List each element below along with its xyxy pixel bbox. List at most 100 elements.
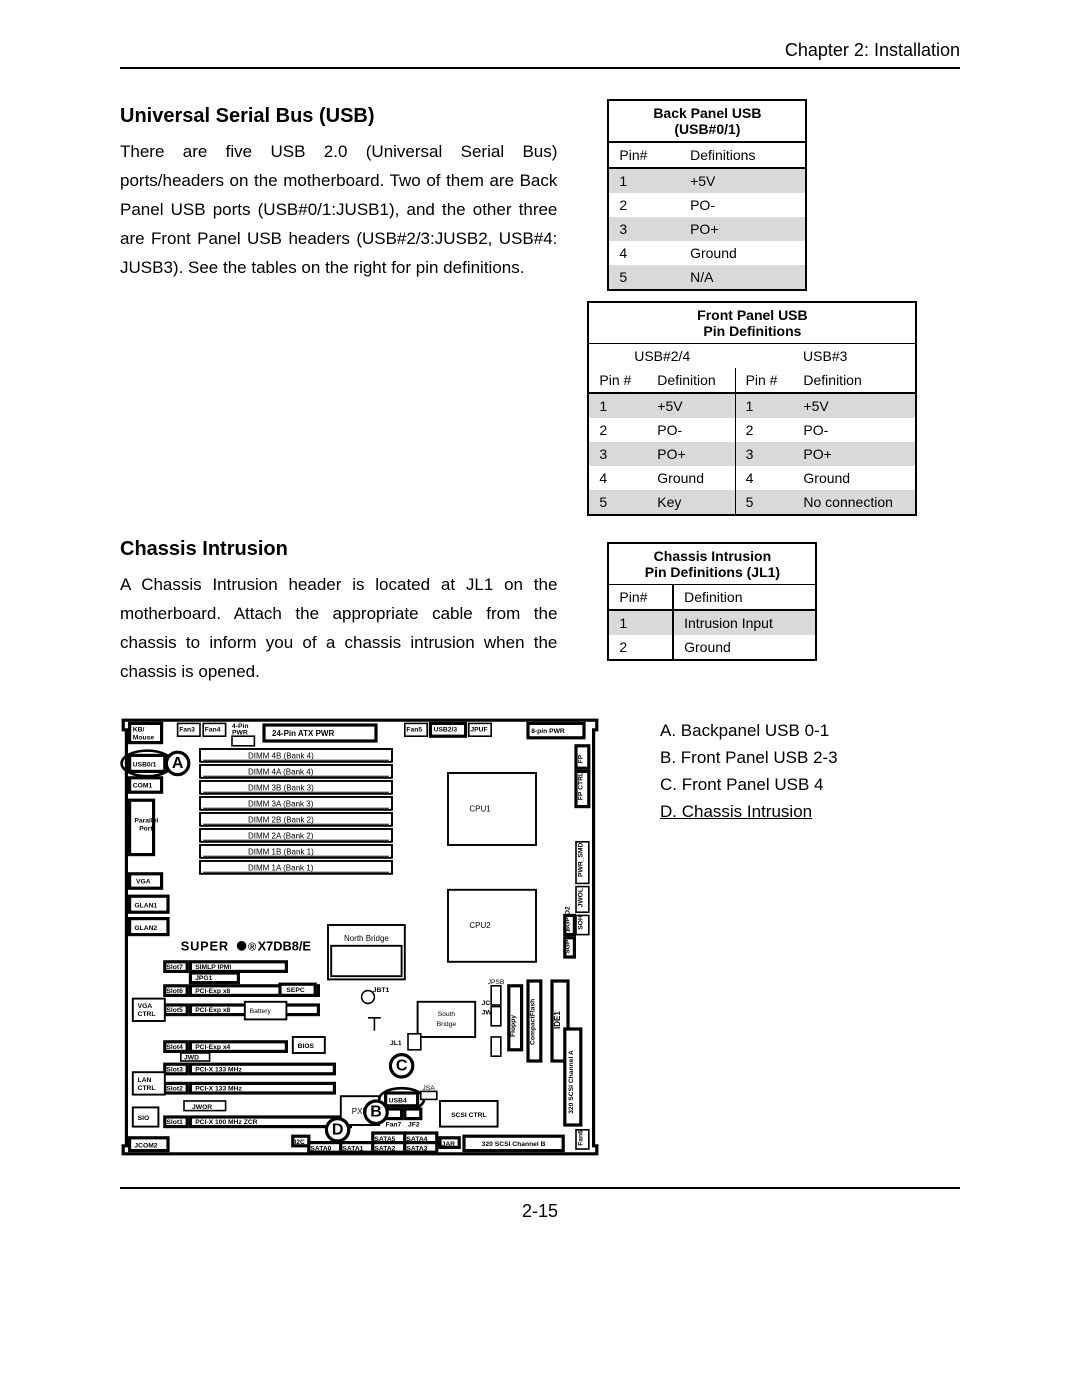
svg-text:Bridge: Bridge — [437, 1020, 457, 1027]
svg-text:DIMM 1B (Bank 1): DIMM 1B (Bank 1) — [248, 847, 314, 856]
svg-text:Slot4: Slot4 — [166, 1044, 183, 1051]
table-cell: PO+ — [647, 442, 735, 466]
svg-text:SUPER: SUPER — [181, 938, 229, 953]
usb-tables-col: Back Panel USB (USB#0/1) Pin# Definition… — [587, 99, 960, 526]
table-cell: 4 — [588, 466, 647, 490]
table-cell: 3 — [735, 442, 793, 466]
bottom-rule — [120, 1187, 960, 1189]
front-sub-left: USB#2/4 — [588, 344, 735, 369]
svg-text:Slot7: Slot7 — [166, 964, 183, 971]
svg-text:DIMM 3B (Bank 3): DIMM 3B (Bank 3) — [248, 783, 314, 792]
svg-text:USB0/1: USB0/1 — [133, 761, 157, 768]
usb-section: Universal Serial Bus (USB) There are fiv… — [120, 99, 960, 526]
svg-text:SOH: SOH — [577, 915, 584, 930]
svg-text:SATA1: SATA1 — [342, 1145, 363, 1152]
svg-text:SEPC: SEPC — [286, 987, 304, 994]
svg-text:VGA: VGA — [138, 1003, 153, 1010]
table-cell: PO+ — [793, 442, 916, 466]
svg-text:JSA: JSA — [422, 1084, 435, 1091]
svg-text:Parallel: Parallel — [134, 817, 158, 824]
svg-text:JWD: JWD — [184, 1054, 199, 1061]
table-cell: +5V — [793, 393, 916, 418]
table-cell: 3 — [588, 442, 647, 466]
svg-text:JPSB: JPSB — [488, 979, 505, 986]
usb-body: There are five USB 2.0 (Universal Serial… — [120, 138, 557, 282]
svg-text:PCI-Exp x4: PCI-Exp x4 — [195, 1044, 230, 1051]
svg-text:JL1: JL1 — [390, 1040, 402, 1047]
svg-text:IDE1: IDE1 — [553, 1010, 562, 1028]
svg-text:320 SCSI Channel B: 320 SCSI Channel B — [482, 1140, 546, 1147]
table-cell: 5 — [608, 265, 680, 290]
svg-text:JPG1: JPG1 — [195, 975, 212, 982]
svg-text:Slot1: Slot1 — [166, 1119, 183, 1126]
back-col-pin: Pin# — [608, 142, 680, 168]
back-title2: (USB#0/1) — [674, 121, 740, 137]
top-rule — [120, 67, 960, 69]
chassis-body: A Chassis Intrusion header is located at… — [120, 571, 557, 687]
svg-text:JAR: JAR — [442, 1140, 456, 1147]
front-col-2: Pin # — [735, 368, 793, 393]
svg-text:VGA: VGA — [136, 878, 151, 885]
svg-text:SATA2: SATA2 — [374, 1145, 395, 1152]
svg-text:USB2/3: USB2/3 — [434, 726, 458, 733]
svg-text:Slot2: Slot2 — [166, 1085, 183, 1092]
chassis-title: Chassis Intrusion — [120, 538, 557, 561]
chassis-section: Chassis Intrusion A Chassis Intrusion he… — [120, 532, 960, 687]
svg-text:COM1: COM1 — [133, 782, 153, 789]
svg-text:DIMM 3A (Bank 3): DIMM 3A (Bank 3) — [248, 799, 314, 808]
svg-text:DIMM 2A (Bank 2): DIMM 2A (Bank 2) — [248, 831, 314, 840]
svg-text:FP: FP — [577, 754, 584, 763]
legend-c: C. Front Panel USB 4 — [660, 771, 838, 798]
svg-text:CPU1: CPU1 — [469, 804, 491, 813]
table-cell: Ground — [673, 635, 816, 660]
svg-text:SATA0: SATA0 — [310, 1145, 331, 1152]
svg-text:North Bridge: North Bridge — [344, 934, 389, 943]
svg-text:®: ® — [248, 941, 257, 953]
svg-text:FP CTRL: FP CTRL — [577, 772, 584, 800]
svg-text:X7DB8/E: X7DB8/E — [258, 938, 312, 953]
back-title1: Back Panel USB — [653, 105, 761, 121]
table-cell: 4 — [735, 466, 793, 490]
front-col-0: Pin # — [588, 368, 647, 393]
svg-text:PCI-X 100 MHz ZCR: PCI-X 100 MHz ZCR — [195, 1119, 257, 1126]
svg-text:Slot3: Slot3 — [166, 1066, 183, 1073]
svg-text:GLAN2: GLAN2 — [134, 924, 157, 931]
svg-text:Floppy: Floppy — [510, 1014, 517, 1036]
svg-text:JBT1: JBT1 — [373, 987, 390, 994]
chassis-table-col: Chassis Intrusion Pin Definitions (JL1) … — [587, 532, 960, 671]
table-cell: 1 — [588, 393, 647, 418]
ci-title1: Chassis Intrusion — [654, 548, 771, 564]
svg-text:Fan4: Fan4 — [205, 726, 221, 733]
svg-text:SIO: SIO — [138, 1115, 150, 1122]
svg-text:24-Pin ATX PWR: 24-Pin ATX PWR — [272, 729, 334, 738]
svg-text:PWR_SMD: PWR_SMD — [577, 842, 584, 876]
table-cell: Ground — [647, 466, 735, 490]
svg-text:8-pin PWR: 8-pin PWR — [531, 728, 565, 735]
legend-d: D. Chassis Intrusion — [660, 798, 838, 825]
svg-text:Slot5: Slot5 — [166, 1007, 183, 1014]
usb-title: Universal Serial Bus (USB) — [120, 105, 557, 128]
page-number: 2-15 — [120, 1201, 960, 1222]
diagram-legend: A. Backpanel USB 0-1 B. Front Panel USB … — [660, 717, 838, 826]
svg-text:South: South — [438, 1011, 456, 1018]
table-cell: PO- — [793, 418, 916, 442]
svg-text:USB4: USB4 — [389, 1097, 407, 1104]
svg-text:DIMM 4B (Bank 4): DIMM 4B (Bank 4) — [248, 751, 314, 760]
table-cell: N/A — [680, 265, 806, 290]
table-cell: PO- — [680, 193, 806, 217]
svg-text:PCI-Exp x8: PCI-Exp x8 — [195, 1007, 230, 1014]
svg-text:JPUF: JPUF — [470, 726, 487, 733]
svg-text:CPU2: CPU2 — [469, 921, 491, 930]
svg-text:SGPIO1: SGPIO1 — [565, 928, 572, 953]
svg-text:Battery: Battery — [250, 1008, 272, 1015]
svg-text:I2C: I2C — [294, 1139, 305, 1146]
legend-b: B. Front Panel USB 2-3 — [660, 744, 838, 771]
ci-col-def: Definition — [673, 585, 816, 611]
table-cell: 1 — [735, 393, 793, 418]
table-cell: Ground — [680, 241, 806, 265]
svg-text:Slot6: Slot6 — [166, 988, 183, 995]
table-cell: 4 — [608, 241, 680, 265]
svg-text:Port: Port — [139, 825, 153, 832]
svg-text:320 SCSI Channel A: 320 SCSI Channel A — [568, 1050, 575, 1114]
table-chassis-intrusion: Chassis Intrusion Pin Definitions (JL1) … — [607, 542, 817, 661]
